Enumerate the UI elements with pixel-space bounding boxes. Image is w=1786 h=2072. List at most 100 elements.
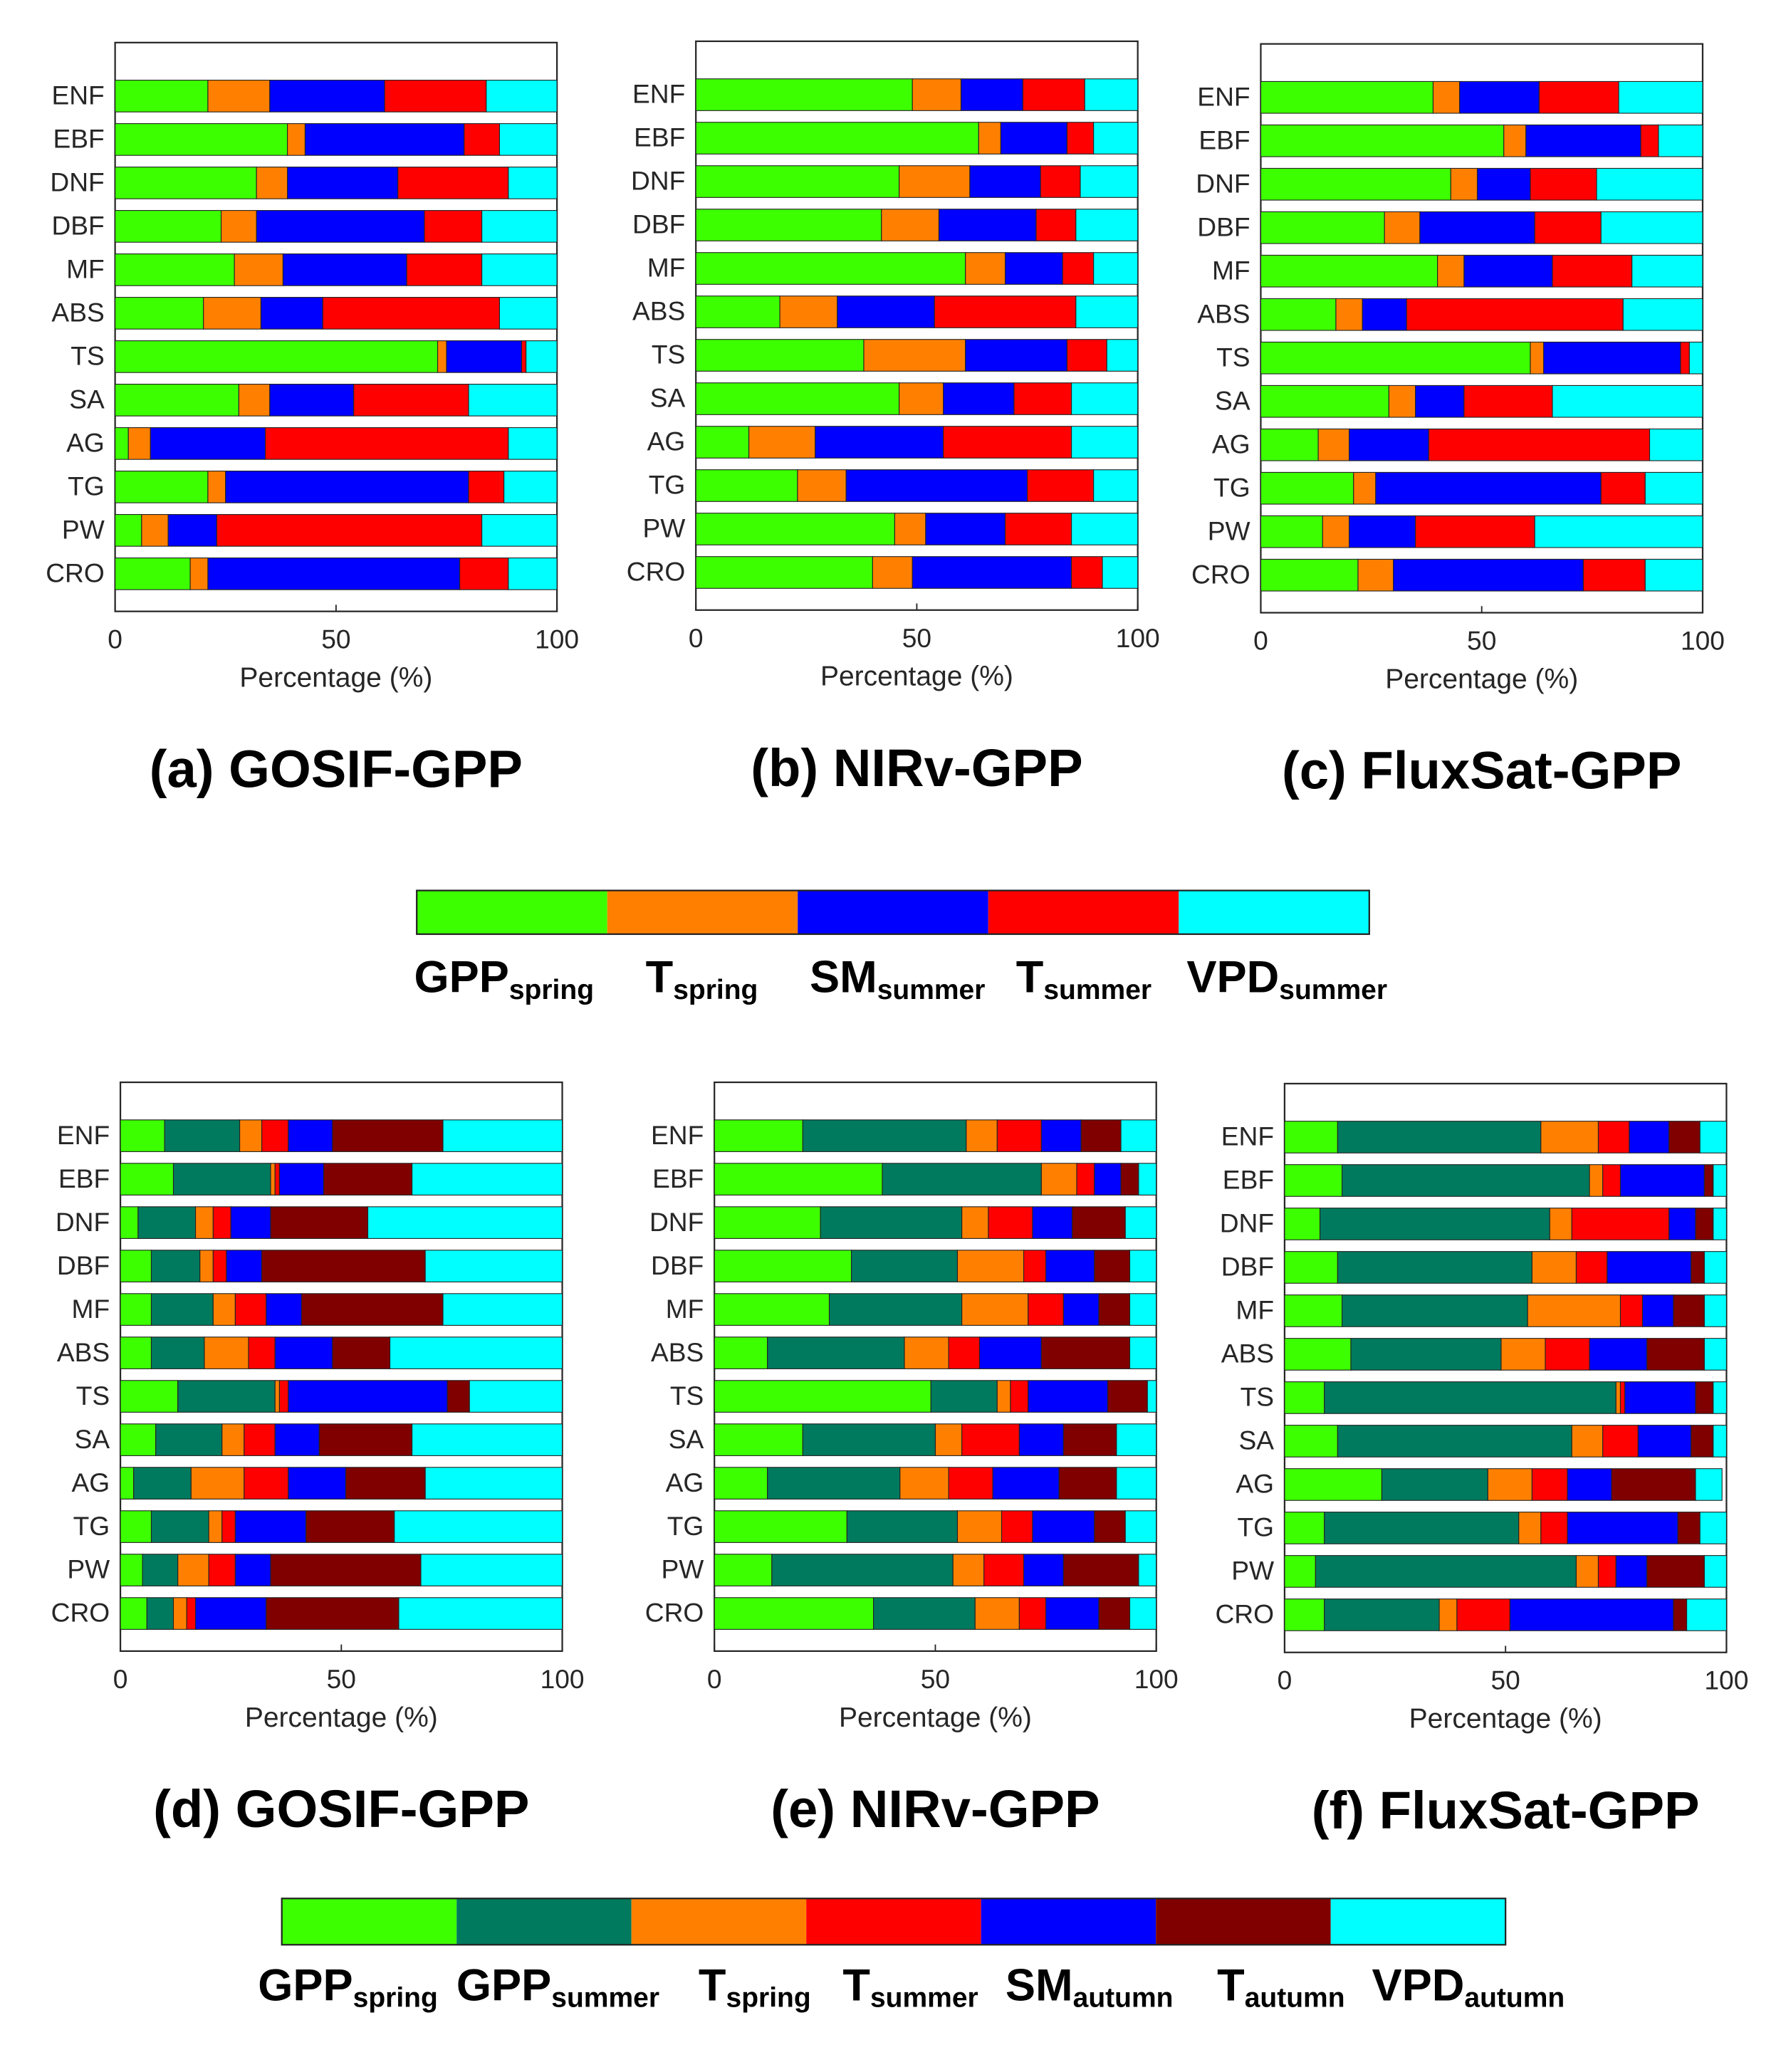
bar-CRO-Tspring	[974, 1597, 1020, 1630]
category-label: TG	[667, 1511, 704, 1541]
bar-CRO-VPDautumn	[1129, 1597, 1157, 1630]
bar-CRO-Tsummer	[1456, 1599, 1510, 1631]
bar-CRO-Tspring	[189, 558, 209, 590]
bar-DNF-Tsummer	[1530, 167, 1597, 201]
bar-DNF-GPPsummer	[1319, 1208, 1550, 1240]
bar-DNF-Tautumn	[1072, 1206, 1126, 1239]
bar-MF-SMautumn	[1062, 1293, 1100, 1326]
bar-DNF-Tspring	[1549, 1208, 1572, 1240]
bar-SA-VPDautumn	[1116, 1423, 1157, 1456]
category-label: PW	[662, 1554, 704, 1584]
bar-DBF-GPPspring	[1260, 211, 1385, 244]
x-tick-label: 50	[321, 624, 350, 654]
bar-DNF-Tspring	[899, 165, 971, 198]
category-label: ENF	[1197, 81, 1250, 111]
bar-DNF-Tautumn	[1695, 1208, 1714, 1240]
legend-label-VPDautumn: VPDautumn	[1372, 1960, 1565, 2013]
bar-CRO-Tsummer	[1582, 558, 1646, 592]
bar-DNF-GPPspring	[1284, 1208, 1321, 1240]
bar-EBF-GPPspring	[1260, 124, 1505, 157]
bar-ABS-GPPspring	[1284, 1338, 1352, 1371]
bar-MF-VPDsummer	[1631, 254, 1703, 288]
colorbar-legend-1: GPPspring Tspring SMsummer Tsummer VPDsummer	[414, 889, 1387, 1005]
category-label: DNF	[649, 1207, 704, 1237]
bar-ABS-Tsummer	[322, 297, 501, 330]
x-tick-label: 100	[540, 1664, 585, 1694]
bar-CRO-Tspring	[872, 556, 913, 589]
bar-AG-Tautumn	[1058, 1467, 1117, 1500]
bar-SA-VPDsummer	[468, 384, 558, 417]
bar-SA-GPPspring	[120, 1423, 157, 1456]
bar-TG-Tspring	[1353, 471, 1377, 505]
x-axis-label: Percentage (%)	[245, 1702, 438, 1733]
bar-AG-VPDautumn	[1116, 1467, 1157, 1500]
bar-EBF-Tspring	[1040, 1163, 1077, 1195]
bar-EBF-VPDsummer	[498, 123, 558, 156]
legend-label-subscript: spring	[353, 1983, 438, 2014]
bar-EBF-Tspring	[287, 123, 306, 156]
bar-CRO-Tsummer	[186, 1597, 197, 1630]
bar-DBF-Tspring	[199, 1250, 214, 1282]
bar-ENF-VPDsummer	[486, 80, 558, 113]
bar-DBF-SMsummer	[938, 209, 1037, 241]
bar-TG-GPPspring	[695, 469, 798, 502]
bar-AG-VPDautumn	[424, 1467, 563, 1500]
bar-MF-Tspring	[965, 252, 1006, 285]
bar-DBF-VPDsummer	[1600, 211, 1703, 244]
bar-EBF-Tspring	[270, 1163, 276, 1195]
bar-AG-Tspring	[1317, 428, 1350, 461]
legend-label-Tspring: Tspring	[699, 1960, 811, 2013]
bar-EBF-SMsummer	[1525, 124, 1641, 157]
category-label: CRO	[46, 558, 105, 588]
bar-ENF-Tsummer	[1597, 1121, 1630, 1153]
bar-TS-GPPspring	[1260, 341, 1531, 375]
bar-DBF-Tautumn	[1691, 1251, 1705, 1284]
bar-AG-GPPsummer	[767, 1467, 901, 1500]
category-label: SA	[1215, 385, 1250, 415]
bar-ABS-Tspring	[203, 297, 261, 330]
legend-label-main: T	[842, 1960, 870, 2010]
bar-CRO-VPDsummer	[1644, 558, 1703, 592]
bar-EBF-Tautumn	[323, 1163, 413, 1195]
bar-TS-Tsummer	[1066, 339, 1107, 372]
legend-label-subscript: spring	[726, 1983, 811, 2014]
bar-TG-SMsummer	[845, 469, 1028, 502]
bar-ENF-VPDautumn	[442, 1119, 563, 1152]
category-label: EBF	[53, 124, 105, 154]
bar-AG-Tspring	[190, 1467, 245, 1500]
bar-TG-Tsummer	[1001, 1510, 1033, 1543]
bar-MF-SMsummer	[1463, 254, 1553, 288]
bar-SA-SMsummer	[269, 384, 355, 417]
bar-DBF-Tautumn	[261, 1250, 426, 1282]
bar-ABS-VPDautumn	[1703, 1338, 1727, 1371]
bar-DNF-GPPspring	[1260, 167, 1451, 201]
category-label: CRO	[1215, 1599, 1274, 1629]
bar-ABS-VPDsummer	[1075, 295, 1139, 328]
bar-DBF-Tspring	[956, 1250, 1025, 1282]
bar-ABS-GPPspring	[1260, 298, 1337, 331]
bar-PW-GPPspring	[1284, 1555, 1316, 1588]
bar-ABS-VPDsummer	[498, 297, 558, 330]
bar-ENF-GPPspring	[115, 80, 209, 113]
bar-ENF-VPDautumn	[1120, 1119, 1157, 1152]
bar-ABS-Tspring	[1500, 1338, 1546, 1371]
bar-TG-VPDautumn	[1124, 1510, 1157, 1543]
legend-swatch-GPPsummer	[456, 1898, 632, 1945]
bar-ABS-Tautumn	[1040, 1336, 1131, 1369]
bar-SA-VPDsummer	[1552, 384, 1703, 418]
bar-TG-GPPsummer	[846, 1510, 959, 1543]
category-label: SA	[669, 1424, 704, 1454]
legend-label-SMsummer: SMsummer	[810, 953, 985, 1005]
bar-DNF-Tsummer	[988, 1206, 1033, 1239]
bar-DBF-Tsummer	[212, 1250, 227, 1282]
bar-TS-SMsummer	[965, 339, 1067, 372]
legend-label-subscript: spring	[509, 975, 594, 1005]
category-label: DBF	[632, 209, 685, 239]
bar-DBF-SMsummer	[1419, 211, 1535, 244]
bar-SA-GPPspring	[115, 384, 239, 417]
category-label: EBF	[1198, 125, 1250, 155]
bar-DNF-VPDsummer	[508, 167, 558, 199]
category-label: MF	[72, 1294, 110, 1324]
bar-DNF-Tspring	[1450, 167, 1478, 201]
bar-MF-GPPspring	[695, 252, 966, 285]
